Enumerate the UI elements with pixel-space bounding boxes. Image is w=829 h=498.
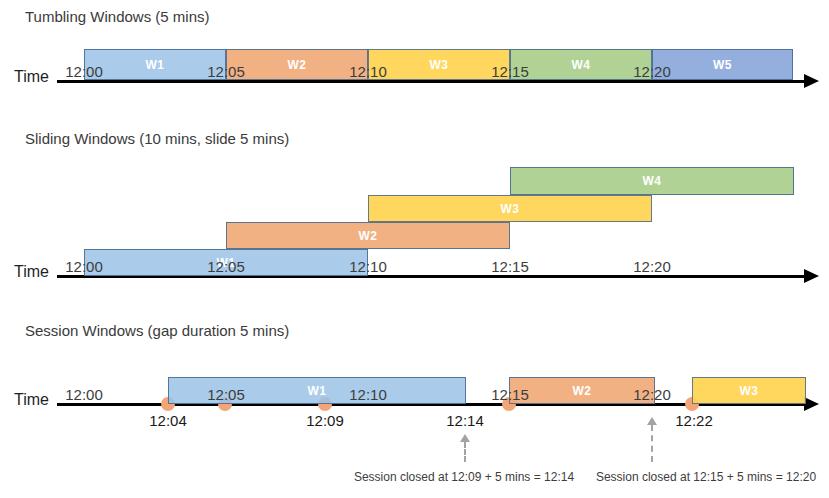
session-close-annotation: Session closed at 12:09 + 5 mins = 12:14 <box>354 470 574 484</box>
window-bar: W3 <box>368 195 652 222</box>
section-title: Tumbling Windows (5 mins) <box>25 8 210 25</box>
window-bar: W4 <box>510 49 652 80</box>
timeline-arrowhead-icon <box>804 397 819 411</box>
window-bar: W5 <box>652 49 793 80</box>
event-time-label: 12:22 <box>675 412 713 429</box>
annotation-arrowhead-icon <box>647 417 657 425</box>
time-tick-label: 12:05 <box>207 258 245 275</box>
time-tick-label: 12:20 <box>633 386 671 403</box>
window-bar-label: W2 <box>573 384 592 398</box>
time-tick-label: 12:05 <box>207 386 245 403</box>
section-title: Session Windows (gap duration 5 mins) <box>25 322 289 339</box>
window-bar-label: W3 <box>430 58 449 72</box>
time-tick-label: 12:00 <box>65 63 103 80</box>
annotation-arrowhead-icon <box>460 434 470 442</box>
window-bar: W3 <box>692 377 806 404</box>
time-axis-label: Time <box>14 68 49 86</box>
time-axis-label: Time <box>14 263 49 281</box>
window-bar-label: W3 <box>501 202 520 216</box>
annotation-arrow-line <box>651 425 653 462</box>
time-tick-label: 12:15 <box>491 386 529 403</box>
window-bar-label: W1 <box>146 58 165 72</box>
event-time-label: 12:14 <box>446 412 484 429</box>
window-bar-label: W4 <box>572 58 591 72</box>
windowing-strategies-diagram: Tumbling Windows (5 mins) Time W1 W2 W3 W4 W5 1… <box>0 0 829 498</box>
window-bar: W3 <box>368 49 510 80</box>
time-tick-label: 12:20 <box>633 63 671 80</box>
window-bar-label: W2 <box>288 58 307 72</box>
event-time-label: 12:04 <box>149 412 187 429</box>
time-tick-label: 12:10 <box>349 386 387 403</box>
event-time-label: 12:09 <box>306 412 344 429</box>
session-close-annotation: Session closed at 12:15 + 5 mins = 12:20 <box>596 470 816 484</box>
annotation-arrow-line <box>464 442 466 462</box>
window-bar-label: W5 <box>713 58 732 72</box>
time-tick-label: 12:15 <box>491 63 529 80</box>
time-tick-label: 12:00 <box>65 258 103 275</box>
time-tick-label: 12:10 <box>349 258 387 275</box>
timeline-arrowhead-icon <box>804 269 819 283</box>
window-bar: W2 <box>226 222 510 249</box>
time-tick-label: 12:00 <box>65 386 103 403</box>
time-tick-label: 12:10 <box>349 63 387 80</box>
window-bar: W1 <box>84 49 226 80</box>
timeline <box>57 80 804 83</box>
window-bar-label: W1 <box>308 384 327 398</box>
window-bar: W4 <box>510 167 794 195</box>
time-tick-label: 12:05 <box>207 63 245 80</box>
window-bar-label: W2 <box>359 229 378 243</box>
section-title: Sliding Windows (10 mins, slide 5 mins) <box>25 130 289 147</box>
window-bar-label: W3 <box>740 384 759 398</box>
timeline-arrowhead-icon <box>804 74 819 88</box>
window-bar: W2 <box>226 49 368 80</box>
time-axis-label: Time <box>14 391 49 409</box>
window-bar-label: W4 <box>643 174 662 188</box>
time-tick-label: 12:20 <box>633 258 671 275</box>
time-tick-label: 12:15 <box>491 258 529 275</box>
